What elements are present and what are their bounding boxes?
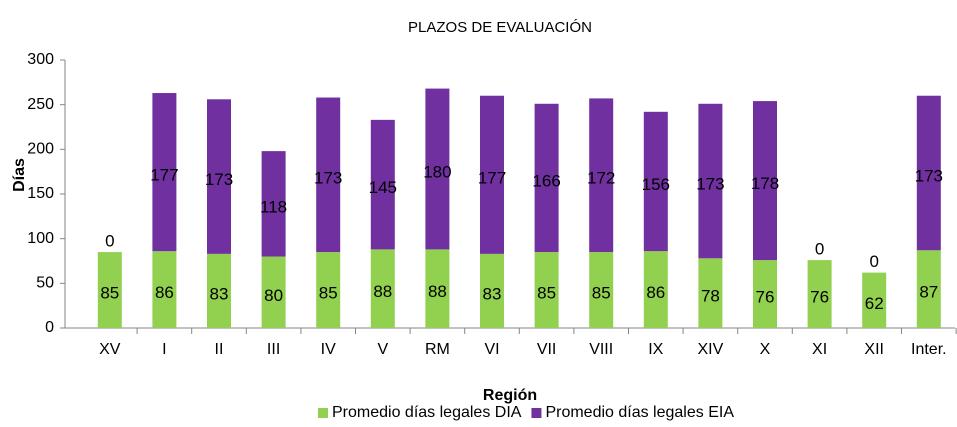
x-tick-label: XII: [864, 341, 884, 358]
value-label: 88: [373, 282, 392, 301]
x-tick-label: III: [267, 341, 280, 358]
bar-segment: [753, 101, 777, 261]
value-label: 0: [815, 240, 824, 259]
bar-segment: [480, 95, 504, 254]
bar-segment: [862, 272, 887, 328]
bar-segment: [534, 252, 559, 328]
bar-segment: [425, 249, 450, 328]
x-tick-label: II: [215, 341, 224, 358]
value-label: 78: [701, 287, 720, 306]
bar-segment: [316, 97, 341, 253]
bar-segment: [807, 260, 832, 328]
y-tick-label: 100: [27, 230, 54, 247]
x-tick-label: V: [377, 341, 388, 358]
value-label: 85: [319, 284, 338, 303]
bar-segment: [698, 103, 723, 259]
legend-swatch: [531, 408, 542, 418]
value-label: 88: [428, 282, 447, 301]
legend-swatch: [318, 408, 328, 418]
x-tick-label: Inter.: [911, 341, 947, 358]
value-label: 173: [696, 175, 724, 194]
y-tick-label: 150: [27, 185, 54, 202]
value-label: 85: [537, 284, 556, 303]
value-label: 80: [264, 286, 283, 305]
bar-segment: [534, 103, 559, 253]
x-tick-label: RM: [425, 341, 450, 358]
value-label: 87: [919, 283, 938, 302]
y-axis-label: Días: [11, 158, 28, 192]
x-tick-label: IX: [648, 341, 663, 358]
x-tick-label: I: [162, 341, 166, 358]
value-label: 173: [915, 166, 943, 185]
value-label: 83: [483, 284, 502, 303]
bar-segment: [643, 111, 668, 252]
x-tick-label: XI: [812, 341, 827, 358]
value-label: 76: [810, 288, 829, 307]
chart-title: PLAZOS DE EVALUACIÓN: [408, 19, 592, 36]
y-tick-label: 0: [45, 319, 54, 336]
bar-segment: [480, 253, 504, 328]
y-tick-label: 50: [36, 275, 54, 292]
value-label: 0: [869, 252, 878, 271]
bar-segment: [97, 252, 122, 328]
bar-segment: [207, 253, 231, 328]
x-axis-label: Región: [483, 387, 537, 404]
value-label: 85: [592, 284, 611, 303]
value-label: 173: [205, 170, 233, 189]
value-label: 156: [642, 175, 670, 194]
value-label: 172: [587, 169, 615, 188]
legend-label: Promedio días legales EIA: [545, 404, 734, 421]
value-label: 76: [756, 288, 775, 307]
bar-segment: [589, 98, 614, 253]
bar-segment: [261, 256, 286, 328]
x-tick-label: XIV: [698, 341, 724, 358]
value-label: 177: [478, 168, 506, 187]
bar-segment: [261, 151, 286, 257]
value-label: 0: [105, 232, 114, 251]
bar-segment: [207, 99, 231, 254]
x-tick-label: VIII: [589, 341, 613, 358]
bar-segment: [916, 95, 941, 251]
x-tick-label: XV: [99, 341, 121, 358]
bar-segment: [152, 251, 177, 328]
bar-segment: [316, 252, 341, 328]
bar-segment: [152, 93, 177, 252]
value-label: 173: [314, 168, 342, 187]
value-label: 85: [100, 284, 119, 303]
y-tick-label: 250: [27, 96, 54, 113]
bar-segment: [643, 251, 668, 328]
bar-segment: [589, 252, 614, 328]
bar-segment: [916, 250, 941, 328]
value-label: 180: [423, 162, 451, 181]
bar-segment: [698, 258, 723, 328]
bar-segment: [370, 119, 395, 250]
legend-label: Promedio días legales DIA: [332, 404, 522, 421]
value-label: 86: [646, 283, 665, 302]
x-tick-label: VI: [484, 341, 499, 358]
value-label: 166: [532, 171, 560, 190]
x-tick-label: X: [760, 341, 771, 358]
bar-segment: [370, 249, 395, 328]
value-label: 177: [150, 166, 178, 185]
bar-segment: [753, 260, 777, 328]
value-label: 86: [155, 283, 174, 302]
value-label: 62: [865, 294, 884, 313]
x-tick-label: IV: [321, 341, 336, 358]
y-tick-label: 200: [27, 141, 54, 158]
y-tick-label: 300: [27, 51, 54, 68]
x-tick-label: VII: [537, 341, 557, 358]
bar-segment: [425, 88, 450, 250]
value-label: 118: [260, 197, 287, 216]
value-label: 178: [751, 174, 779, 193]
value-label: 83: [210, 284, 229, 303]
value-label: 145: [369, 178, 397, 197]
